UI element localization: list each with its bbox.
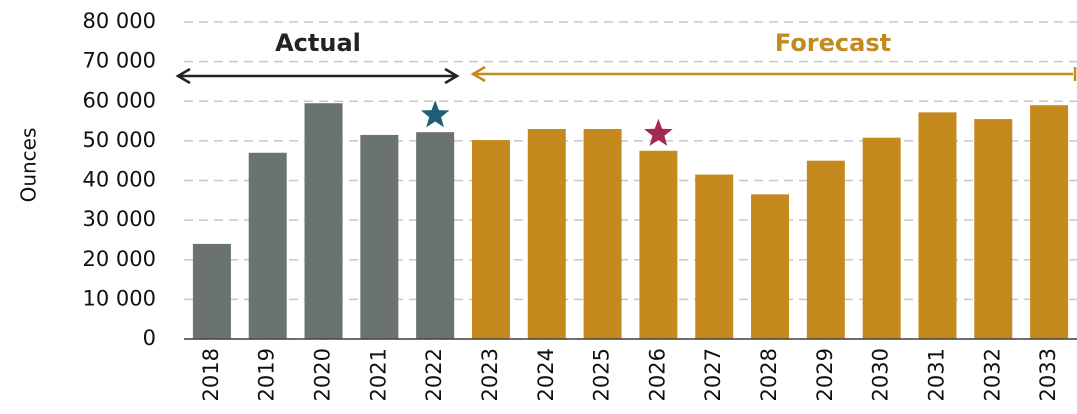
y-tick-label: 40 000 (83, 168, 156, 192)
bar (304, 103, 343, 339)
bar (695, 174, 734, 339)
y-tick-label: 30 000 (83, 207, 156, 231)
y-tick-label: 70 000 (83, 49, 156, 73)
x-tick-label: 2032 (980, 348, 1004, 401)
annotation: Forecast (775, 29, 891, 57)
bar (192, 243, 231, 339)
y-tick-label: 80 000 (83, 9, 156, 33)
x-tick-label: 2033 (1036, 348, 1060, 401)
x-tick-label: 2026 (645, 348, 669, 401)
x-tick-label: 2029 (813, 348, 837, 401)
x-tick-label: 2023 (478, 348, 502, 401)
bar (583, 128, 622, 339)
annotation: Actual (275, 29, 361, 57)
x-tick-label: 2024 (534, 348, 558, 401)
x-tick-label: 2027 (701, 348, 725, 401)
y-tick-label: 20 000 (83, 247, 156, 271)
bar (1030, 105, 1069, 340)
bar (751, 194, 790, 339)
star-marker (420, 100, 450, 128)
x-tick-label: 2019 (255, 348, 279, 401)
x-tick-label: 2020 (311, 348, 335, 401)
bar (974, 119, 1013, 339)
star-marker (644, 118, 673, 146)
x-tick-label: 2030 (869, 348, 893, 401)
arrow-head (470, 65, 486, 83)
x-tick-label: 2031 (924, 348, 948, 401)
bar (360, 134, 399, 339)
bar (918, 112, 957, 339)
arrow-head (175, 67, 191, 85)
bar (639, 150, 678, 339)
bar (471, 140, 510, 339)
x-tick-label: 2025 (590, 348, 614, 401)
bar (806, 160, 845, 339)
y-tick-label: 10 000 (83, 286, 156, 310)
bar (527, 128, 566, 339)
y-tick-label: 0 (143, 326, 156, 350)
x-tick-label: 2021 (366, 348, 390, 401)
y-tick-label: 50 000 (83, 128, 156, 152)
arrow-head (444, 67, 460, 85)
bar (416, 132, 455, 339)
y-axis-label: Ounces (17, 128, 41, 203)
bar (248, 152, 287, 339)
y-tick-label: 60 000 (83, 88, 156, 112)
x-tick-label: 2018 (199, 348, 223, 401)
x-tick-label: 2028 (757, 348, 781, 401)
x-tick-label: 2022 (422, 348, 446, 401)
bar (862, 137, 901, 339)
